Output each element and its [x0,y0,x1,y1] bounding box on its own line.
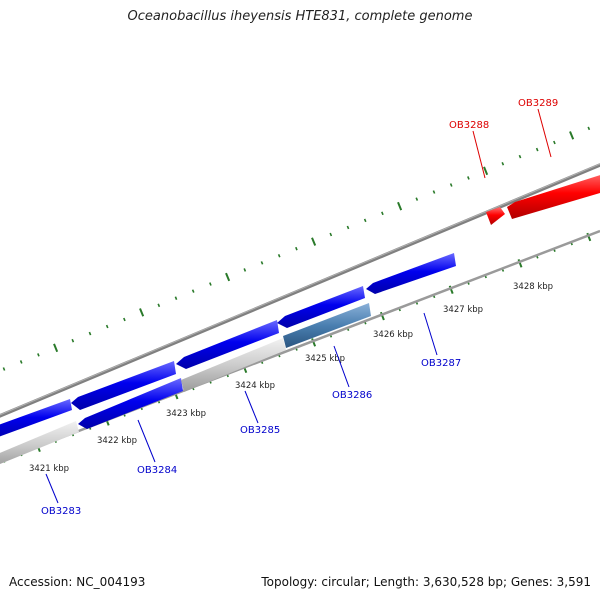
gene-label-OB3283[interactable]: OB3283 [41,506,81,517]
major-tick [311,338,317,347]
minor-tick [19,360,23,364]
map-title: Oceanobacillus iheyensis HTE831, complet… [127,9,473,24]
gene-row1-e[interactable] [366,253,456,294]
minor-tick [518,154,522,159]
minor-tick [88,331,92,336]
gene-label-OB3289[interactable]: OB3289 [518,98,558,109]
minor-tick [260,261,264,265]
major-tick [517,259,523,268]
gene-OB3288[interactable] [486,207,505,225]
backbone-line-inner [0,229,600,463]
minor-tick [37,353,40,357]
scale-label-3428: 3428 kbp [513,282,553,292]
gene-label-OB3285[interactable]: OB3285 [240,425,280,436]
minor-tick [209,282,212,286]
minor-tick [295,246,298,251]
major-tick [225,272,231,282]
major-tick [139,308,145,317]
gene-row1-c[interactable] [176,320,279,369]
major-tick [379,311,385,321]
tick-track-upper [2,126,591,371]
gene-label-OB3286[interactable]: OB3286 [332,390,372,401]
gene-label-OB3287[interactable]: OB3287 [421,358,461,369]
minor-tick [105,324,109,329]
major-tick [397,201,403,211]
minor-tick [432,190,436,194]
gene-row1-b[interactable] [71,361,176,410]
gene-label-OB3288[interactable]: OB3288 [449,120,489,131]
genome-summary-text: Topology: circular; Length: 3,630,528 bp… [261,575,591,589]
scale-labels: 3421 kbp 3422 kbp 3423 kbp 3424 kbp 3425… [29,282,553,474]
gene-row2-blue-a[interactable] [78,378,183,429]
minor-tick [449,183,453,187]
minor-tick [467,176,470,180]
scale-label-3422: 3422 kbp [97,436,137,446]
minor-tick [381,211,384,216]
minor-tick [123,317,126,322]
minor-tick [553,140,556,145]
minor-tick [587,126,591,131]
gene-row1-d[interactable] [277,286,365,328]
minor-tick [363,218,367,223]
gene-row2-gray-b[interactable] [181,338,286,392]
minor-tick [346,225,350,230]
major-tick [311,237,317,246]
minor-tick [277,253,281,258]
reverse-gene-track-1 [0,253,456,440]
backbone-line-outer [0,163,600,418]
scale-label-3425: 3425 kbp [305,354,345,364]
major-tick [53,343,59,353]
minor-tick [71,338,75,343]
forward-gene-track [486,172,600,225]
scale-label-3426: 3426 kbp [373,330,413,340]
gene-row1-a[interactable] [0,399,72,440]
minor-tick [415,197,419,201]
major-tick [448,285,454,294]
gene-row2-steel[interactable] [283,303,371,348]
minor-tick [2,367,6,371]
backbone-line-outer-highlight [0,163,600,416]
accession-text: Accession: NC_004193 [9,575,146,589]
major-tick [483,166,489,176]
minor-tick [329,232,333,237]
minor-tick [157,303,161,308]
minor-tick [535,147,539,152]
gene-OB3289[interactable] [507,172,600,219]
scale-label-3427: 3427 kbp [443,305,483,315]
minor-tick [191,289,195,293]
reverse-gene-track-2 [0,303,371,468]
minor-tick [501,161,505,166]
minor-tick [174,296,178,300]
gene-labels: OB3283 OB3284 OB3285 OB3286 OB3287 OB328… [41,98,558,517]
gene-label-OB3284[interactable]: OB3284 [137,465,177,476]
gene-label-leaders [45,108,552,504]
scale-label-3423: 3423 kbp [166,409,206,419]
minor-tick [243,268,247,272]
major-tick [569,131,575,140]
scale-label-3421: 3421 kbp [29,464,69,474]
scale-label-3424: 3424 kbp [235,381,275,391]
gene-row2-gray-a[interactable] [0,421,79,468]
